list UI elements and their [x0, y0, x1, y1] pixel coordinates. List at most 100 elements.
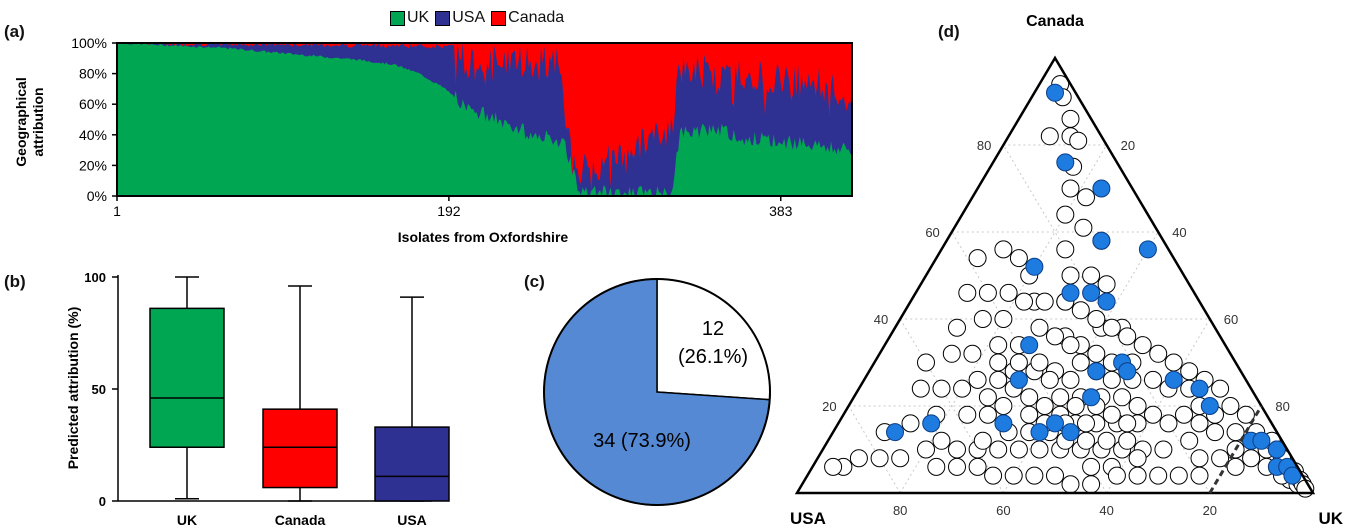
box-ytick-label: 100 — [84, 270, 106, 285]
box-ytick-label: 50 — [92, 382, 106, 397]
ternary-point-blue — [1097, 292, 1116, 311]
ternary-point-white — [978, 388, 997, 407]
ternary-point-white — [1061, 179, 1080, 198]
ternary-point-white — [1051, 388, 1070, 407]
ternary-tick-bottom: 40 — [1099, 503, 1113, 518]
ternary-point-white — [1071, 353, 1090, 372]
ternary-point-white — [1211, 379, 1230, 398]
ternary-point-white — [849, 449, 868, 468]
ternary-point-white — [1074, 218, 1093, 237]
ternary-point-white — [989, 336, 1008, 355]
ternary-point-white — [1061, 336, 1080, 355]
box-uk — [149, 307, 225, 448]
ternary-point-white — [989, 370, 1008, 389]
area-frame — [116, 42, 853, 197]
ternary-point-blue — [1283, 466, 1302, 485]
ternary-point-white — [1128, 449, 1147, 468]
ternary-point-white — [942, 344, 961, 363]
ternary-point-blue — [1082, 388, 1101, 407]
legend-swatch-uk — [390, 10, 405, 26]
ternary-point-white — [1159, 414, 1178, 433]
ternary-point-white — [1113, 388, 1132, 407]
ternary-point-white — [927, 457, 946, 476]
box-category-label: Canada — [275, 512, 326, 528]
ternary-point-white — [1015, 292, 1033, 311]
ternary-point-white — [1226, 457, 1245, 476]
ternary-point-blue — [886, 423, 904, 442]
area-xtick-label: 383 — [769, 203, 793, 219]
ternary-point-white — [1128, 466, 1147, 485]
ternary-point-white — [1102, 318, 1121, 337]
pie-label-slice2: 34 (73.9%) — [593, 430, 691, 452]
ternary-point-white — [1190, 414, 1209, 433]
pie-chart: 12 (26.1%) 34 (73.9%) — [543, 278, 771, 506]
ternary-point-blue — [1087, 362, 1106, 381]
ternary-point-white — [973, 431, 992, 450]
ternary-point-white — [968, 457, 987, 476]
ternary-point-white — [989, 353, 1008, 372]
ternary-point-blue — [1030, 423, 1049, 442]
ternary-triangle — [794, 55, 1316, 495]
box-ylabel: Predicted attribution (%) — [65, 307, 81, 470]
panel-label-d: (d) — [938, 22, 960, 41]
legend-swatch-usa — [435, 10, 451, 26]
ternary-point-white — [1107, 466, 1126, 485]
ternary-point-white — [1061, 109, 1080, 128]
ternary-point-white — [1020, 405, 1039, 424]
panel-label-c: (c) — [524, 272, 545, 291]
ternary-point-white — [1077, 414, 1095, 433]
ternary-point-blue — [994, 414, 1013, 433]
ternary-point-white — [948, 318, 966, 337]
ternary-point-white — [1020, 388, 1039, 407]
ternary-point-white — [917, 353, 935, 372]
legend-label-canada: Canada — [508, 9, 565, 26]
ternary-tick-bottom: 60 — [996, 503, 1010, 518]
ternary-point-white — [1118, 414, 1137, 433]
ternary-point-white — [1082, 457, 1101, 476]
ternary-point-white — [932, 431, 951, 450]
ternary-tick-bottom: 20 — [1203, 503, 1217, 518]
ternary-point-white — [994, 397, 1013, 415]
ternary-point-white — [1030, 353, 1049, 372]
ternary-point-white — [1071, 301, 1090, 320]
ternary-point-white — [953, 379, 972, 398]
area-ytick-label: 40% — [79, 127, 107, 143]
ternary-point-white — [1175, 405, 1193, 424]
ternary-point-white — [1061, 266, 1080, 285]
ternary-point-white — [978, 283, 997, 302]
ternary-point-white — [1190, 449, 1209, 468]
ternary-tick-right: 60 — [1224, 312, 1238, 327]
stacked-area-chart: 0% 20% 40% 60% 80% 100% 1 192 383 Geographical a… — [13, 35, 853, 245]
ternary-point-white — [1102, 370, 1121, 389]
ternary-point-white — [1082, 266, 1101, 285]
legend-item-usa: USA — [435, 9, 485, 27]
ternary-gridline — [1106, 318, 1211, 494]
legend-item-uk: UK — [390, 9, 429, 27]
ternary-point-blue — [1092, 179, 1111, 198]
legend-label-usa: USA — [452, 9, 486, 26]
area-ytick-label: 0% — [87, 188, 107, 204]
ternary-point-white — [1009, 249, 1028, 268]
ternary-point-white — [1061, 370, 1080, 389]
legend-item-canada: Canada — [491, 9, 564, 27]
ternary-tick-right: 80 — [1275, 399, 1289, 414]
ternary-point-white — [1169, 466, 1188, 485]
ternary-point-white — [1040, 127, 1059, 146]
legend: UK USA Canada — [390, 9, 564, 27]
ternary-point-white — [870, 449, 889, 468]
ternary-tick-bottom: 80 — [893, 503, 907, 518]
ternary-point-white — [1082, 475, 1101, 494]
ternary-point-white — [891, 449, 910, 468]
ternary-point-white — [1069, 131, 1088, 150]
area-ytick-label: 80% — [79, 66, 107, 82]
ternary-point-white — [973, 310, 992, 328]
box-plot: 0 50 100 UK Canada USA Predicted attribution … — [65, 270, 450, 528]
pie-label-slice1-count: 12 — [702, 318, 724, 340]
ternary-points — [824, 75, 1315, 498]
corner-label-usa: USA — [790, 509, 826, 528]
ternary-point-white — [1056, 240, 1075, 259]
ternary-point-white — [1206, 423, 1224, 442]
ternary-point-white — [901, 414, 920, 433]
ternary-point-white — [1035, 397, 1054, 415]
ternary-point-white — [1154, 440, 1173, 459]
